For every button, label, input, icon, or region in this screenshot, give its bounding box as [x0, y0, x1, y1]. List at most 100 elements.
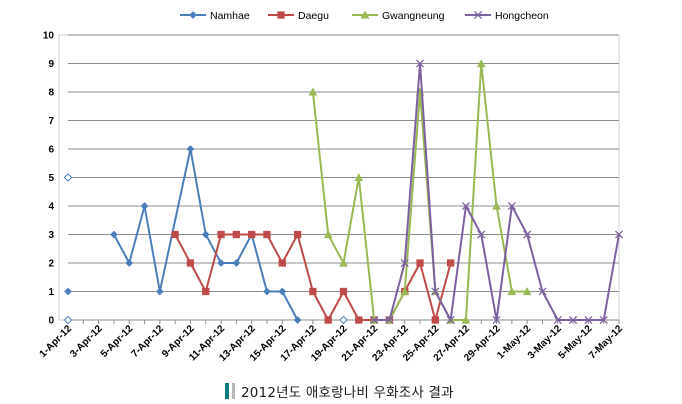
- legend-label-gwangneung: Gwangneung: [382, 10, 445, 22]
- data-point-namhae: [109, 230, 118, 239]
- series-hongcheon: [370, 59, 624, 325]
- data-point-daegu: [339, 287, 348, 296]
- x-tick-label: 7-May-12: [587, 323, 625, 361]
- legend-marker-namhae: [189, 11, 197, 19]
- y-tick-label-0: 0: [48, 316, 54, 327]
- x-tick-label: 7-Apr-12: [129, 323, 166, 360]
- series-line-gwangneung: [311, 62, 528, 321]
- legend-item-daegu: Daegu: [268, 10, 329, 22]
- series-layer: [63, 58, 624, 325]
- data-point-hongcheon: [614, 230, 624, 239]
- data-point-daegu: [416, 259, 424, 267]
- data-point-gwangneung: [323, 229, 333, 239]
- data-point-gwangneung: [339, 258, 348, 267]
- y-tick-label-3: 3: [48, 230, 54, 241]
- legend-label-hongcheon: Hongcheon: [495, 10, 549, 22]
- data-point-hongcheon: [385, 315, 394, 325]
- data-point-namhae-empty: [339, 315, 348, 325]
- data-point-daegu: [446, 259, 455, 267]
- series-line-daegu: [174, 233, 452, 321]
- data-point-namhae: [278, 287, 287, 296]
- data-point-daegu: [186, 259, 195, 267]
- line-chart: 0 1 2 3 4 5 6 7 8 9 10 1-Apr-123-Apr-125-Apr-127-Ap…: [38, 10, 626, 364]
- legend-label-daegu: Daegu: [298, 10, 329, 22]
- caption-accent-bar: [225, 383, 229, 399]
- data-point-hongcheon: [584, 315, 593, 325]
- data-point-hongcheon: [370, 315, 379, 325]
- data-point-gwangneung: [461, 315, 471, 324]
- data-point-hongcheon: [538, 287, 547, 296]
- data-point-hongcheon: [599, 315, 608, 325]
- data-point-hongcheon: [415, 59, 425, 68]
- data-point-hongcheon: [507, 201, 516, 211]
- y-tick-label-9: 9: [48, 59, 54, 70]
- legend-marker-daegu: [277, 11, 285, 19]
- data-point-daegu: [171, 230, 179, 239]
- data-point-namhae-empty: [63, 315, 73, 325]
- data-point-daegu: [217, 230, 225, 239]
- data-point-daegu: [232, 230, 241, 239]
- data-point-daegu: [293, 230, 302, 239]
- gridlines: [68, 34, 619, 292]
- data-point-hongcheon: [461, 201, 471, 211]
- data-point-hongcheon: [477, 230, 486, 239]
- caption-text: 2012년도 애호랑나비 우화조사 결과: [241, 385, 454, 401]
- x-tick-label: 5-Apr-12: [99, 323, 136, 360]
- data-point-namhae: [125, 259, 134, 267]
- data-point-namhae: [263, 287, 271, 296]
- legend-item-hongcheon: Hongcheon: [465, 10, 549, 22]
- y-tick-label-1: 1: [48, 287, 54, 298]
- series-gwangneung: [308, 58, 532, 324]
- data-point-hongcheon: [492, 315, 501, 325]
- legend-label-namhae: Namhae: [210, 10, 250, 22]
- data-point-hongcheon: [446, 315, 455, 325]
- data-point-daegu: [324, 316, 332, 324]
- data-point-hongcheon: [553, 315, 562, 325]
- y-tick-label-5: 5: [48, 173, 54, 184]
- legend: Namhae Daegu Gwangneung Hongcheon: [180, 10, 549, 22]
- y-tick-label-2: 2: [48, 259, 54, 270]
- data-point-namhae: [186, 145, 195, 153]
- data-point-namhae: [232, 259, 241, 267]
- data-point-gwangneung: [507, 286, 517, 296]
- data-point-namhae: [217, 259, 226, 267]
- data-point-gwangneung: [308, 87, 318, 96]
- data-point-daegu: [278, 259, 286, 267]
- legend-item-namhae: Namhae: [180, 10, 250, 22]
- legend-marker-gwangneung: [360, 10, 370, 19]
- data-point-gwangneung: [400, 286, 410, 296]
- x-tick-label: 1-Apr-12: [38, 323, 75, 360]
- data-point-hongcheon: [569, 315, 578, 325]
- data-point-daegu: [202, 287, 210, 296]
- data-point-gwangneung: [522, 286, 532, 296]
- y-tick-label-4: 4: [48, 202, 54, 213]
- legend-marker-hongcheon: [473, 10, 483, 20]
- legend-item-gwangneung: Gwangneung: [352, 10, 445, 22]
- figure-caption: 2012년도 애호랑나비 우화조사 결과: [225, 381, 454, 401]
- series-namhae: [63, 145, 348, 325]
- data-point-namhae: [201, 230, 210, 239]
- data-point-namhae-empty: [63, 173, 73, 182]
- data-point-namhae: [155, 287, 164, 296]
- series-daegu: [171, 230, 455, 324]
- data-point-namhae: [64, 287, 72, 296]
- data-point-daegu: [248, 230, 256, 239]
- x-tick-label: 3-Apr-12: [68, 323, 105, 360]
- data-point-daegu: [431, 316, 439, 324]
- data-point-gwangneung: [476, 58, 486, 68]
- data-point-namhae: [140, 202, 149, 210]
- y-tick-label-7: 7: [48, 116, 54, 127]
- data-point-daegu: [355, 316, 363, 324]
- y-tick-label-10: 10: [43, 31, 55, 42]
- caption-accent-bar-gray: [232, 383, 235, 399]
- data-point-gwangneung: [354, 172, 364, 182]
- data-point-hongcheon: [431, 287, 440, 296]
- data-point-hongcheon: [523, 230, 532, 239]
- y-tick-label-6: 6: [48, 145, 54, 156]
- y-tick-label-8: 8: [48, 88, 54, 99]
- data-point-gwangneung: [492, 201, 501, 210]
- data-point-daegu: [263, 230, 271, 239]
- data-point-namhae: [293, 316, 302, 324]
- data-point-hongcheon: [400, 258, 409, 268]
